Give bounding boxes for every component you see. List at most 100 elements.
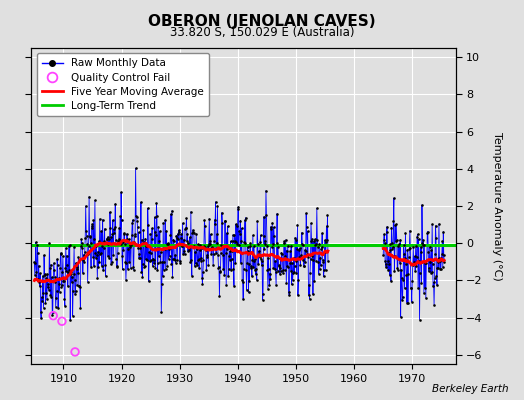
Point: [246, 240, 255, 247]
Point: [108, 217, 117, 223]
Point: [136, 255, 144, 261]
Point: [37, 315, 45, 322]
Point: [61, 265, 70, 271]
Point: [266, 276, 275, 282]
Point: [171, 252, 179, 258]
Point: [58, 318, 66, 324]
Point: [413, 233, 421, 240]
Point: [402, 272, 411, 278]
Point: [228, 238, 237, 244]
Point: [59, 278, 68, 284]
Point: [382, 264, 390, 270]
Point: [121, 241, 129, 248]
Point: [94, 248, 102, 255]
Point: [232, 221, 240, 227]
Point: [106, 225, 115, 231]
Point: [102, 240, 110, 246]
Point: [304, 254, 312, 260]
Point: [274, 268, 282, 274]
Point: [83, 278, 92, 285]
Point: [250, 258, 258, 264]
Point: [431, 251, 439, 257]
Point: [418, 202, 426, 208]
Point: [119, 246, 128, 253]
Point: [63, 261, 71, 268]
Point: [262, 212, 270, 219]
Point: [289, 255, 298, 261]
Point: [424, 268, 433, 274]
Point: [32, 276, 41, 282]
Point: [142, 243, 150, 249]
Point: [321, 267, 330, 273]
Point: [278, 255, 287, 262]
Point: [121, 259, 129, 266]
Point: [73, 266, 82, 272]
Point: [130, 232, 139, 239]
Point: [279, 270, 287, 276]
Point: [117, 217, 126, 224]
Point: [204, 262, 213, 268]
Point: [32, 268, 40, 275]
Point: [118, 266, 127, 273]
Point: [308, 236, 316, 242]
Point: [439, 228, 447, 235]
Point: [261, 237, 269, 244]
Point: [420, 290, 428, 296]
Point: [131, 230, 139, 237]
Point: [116, 240, 125, 247]
Point: [264, 255, 272, 261]
Point: [163, 240, 172, 247]
Point: [190, 242, 199, 249]
Point: [177, 234, 185, 241]
Point: [74, 270, 82, 277]
Point: [259, 291, 267, 297]
Point: [172, 232, 180, 239]
Point: [267, 224, 275, 230]
Point: [223, 230, 231, 236]
Point: [250, 267, 259, 273]
Point: [429, 283, 438, 290]
Point: [116, 213, 124, 220]
Point: [430, 302, 438, 308]
Point: [62, 245, 70, 251]
Point: [384, 250, 392, 256]
Point: [435, 221, 443, 227]
Point: [143, 256, 151, 263]
Point: [208, 246, 216, 252]
Point: [70, 277, 79, 283]
Point: [126, 242, 135, 249]
Point: [197, 258, 205, 264]
Point: [127, 265, 135, 272]
Point: [281, 266, 289, 273]
Point: [114, 249, 122, 256]
Point: [278, 251, 286, 258]
Point: [51, 279, 59, 286]
Point: [137, 199, 145, 205]
Point: [255, 248, 263, 254]
Point: [134, 224, 142, 231]
Point: [159, 220, 168, 226]
Point: [148, 263, 157, 269]
Point: [261, 240, 270, 247]
Point: [141, 235, 149, 242]
Point: [428, 269, 436, 275]
Text: 33.820 S, 150.029 E (Australia): 33.820 S, 150.029 E (Australia): [170, 26, 354, 39]
Point: [214, 252, 222, 258]
Point: [140, 263, 149, 269]
Point: [435, 266, 444, 272]
Point: [235, 242, 243, 248]
Point: [216, 269, 224, 276]
Point: [91, 250, 100, 256]
Point: [105, 236, 113, 242]
Text: OBERON (JENOLAN CAVES): OBERON (JENOLAN CAVES): [148, 14, 376, 29]
Point: [165, 256, 173, 262]
Point: [313, 205, 321, 212]
Point: [120, 230, 128, 236]
Point: [224, 266, 233, 272]
Point: [107, 259, 116, 266]
Point: [93, 274, 102, 281]
Point: [410, 261, 418, 268]
Point: [427, 269, 435, 276]
Point: [80, 252, 88, 258]
Point: [268, 244, 276, 250]
